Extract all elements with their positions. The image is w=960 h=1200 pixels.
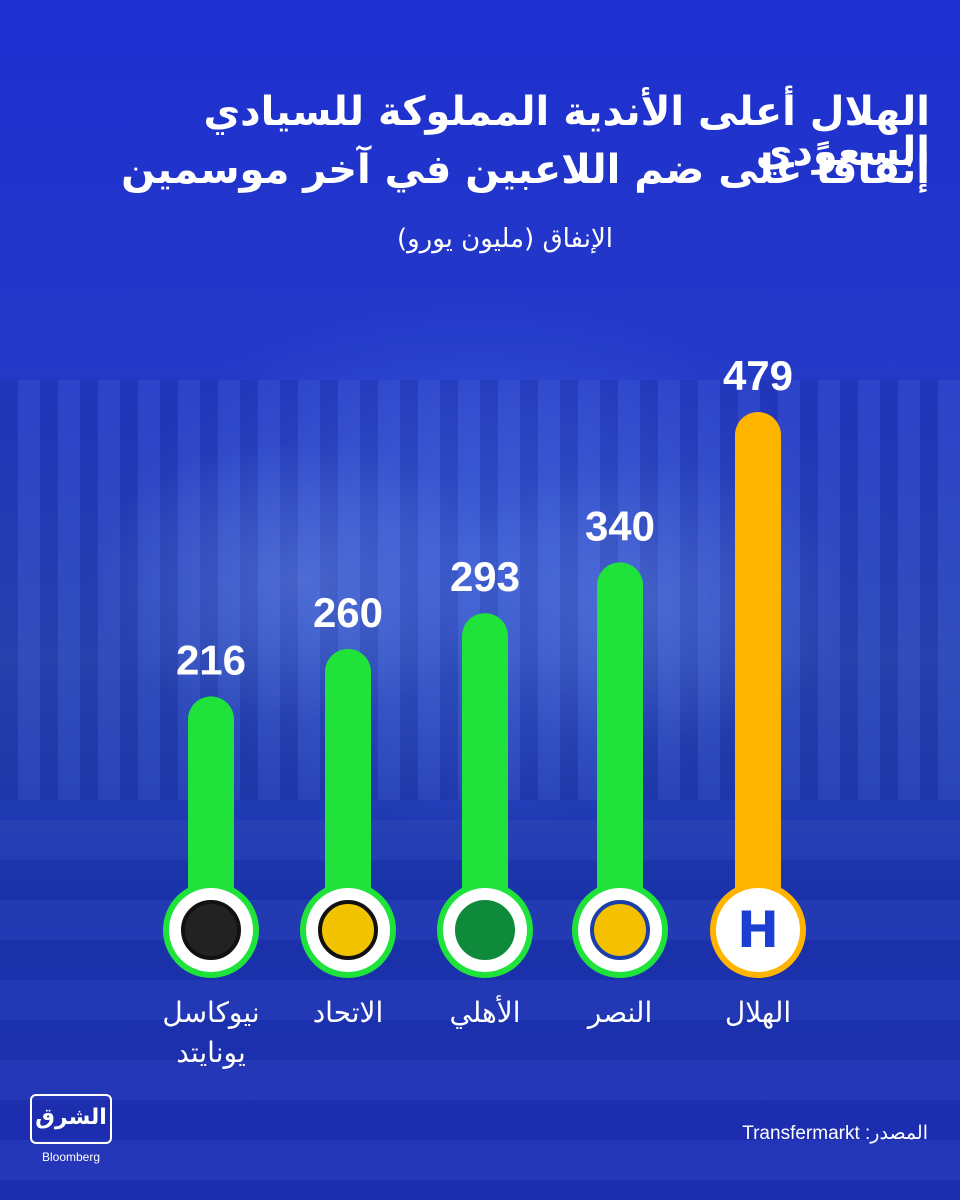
newcastle-crest-icon-emblem (181, 900, 241, 960)
category-label-2: الأهلي (449, 994, 520, 1029)
hilal-crest-icon (710, 882, 806, 978)
bar-1 (325, 648, 371, 930)
hilal-crest-icon-emblem: H (737, 901, 779, 959)
bloomberg-logo-text: Bloomberg (41, 1150, 101, 1164)
source-label: المصدر: Transfermarkt (742, 1123, 928, 1144)
bar-value-label-1: 260 (313, 589, 383, 636)
bar-2 (462, 613, 508, 930)
chart-subtitle: الإنفاق (مليون يورو) (396, 224, 613, 254)
bar-value-label-2: 293 (450, 553, 520, 600)
bar-value-label-3: 340 (585, 502, 655, 549)
asharq-bloomberg-logo: الشرق Bloomberg (30, 1094, 112, 1170)
ahli-crest-icon-emblem (455, 900, 515, 960)
category-label-1: الاتحاد (313, 996, 384, 1029)
bar-value-label-0: 216 (176, 636, 246, 683)
ittihad-crest-icon-emblem (318, 900, 378, 960)
bar-0 (188, 696, 234, 930)
chart-title: الهلال أعلى الأندية المملوكة للسيادي الس… (203, 89, 930, 175)
svg-text:H: H (737, 901, 779, 959)
nassr-crest-icon-emblem (590, 900, 650, 960)
asharq-logo-text: الشرق (30, 1094, 112, 1144)
bar-4 (735, 412, 781, 930)
category-label-0: نيوكاسل يونايتد (162, 996, 259, 1069)
chart-title-line-2: إنفاقاً على ضم اللاعبين في آخر موسمين (121, 147, 930, 193)
bar-3 (597, 562, 643, 930)
category-label-3: النصر (586, 996, 653, 1029)
bar-value-label-4: 479 (723, 352, 793, 399)
category-label-4: الهلال (725, 996, 791, 1029)
